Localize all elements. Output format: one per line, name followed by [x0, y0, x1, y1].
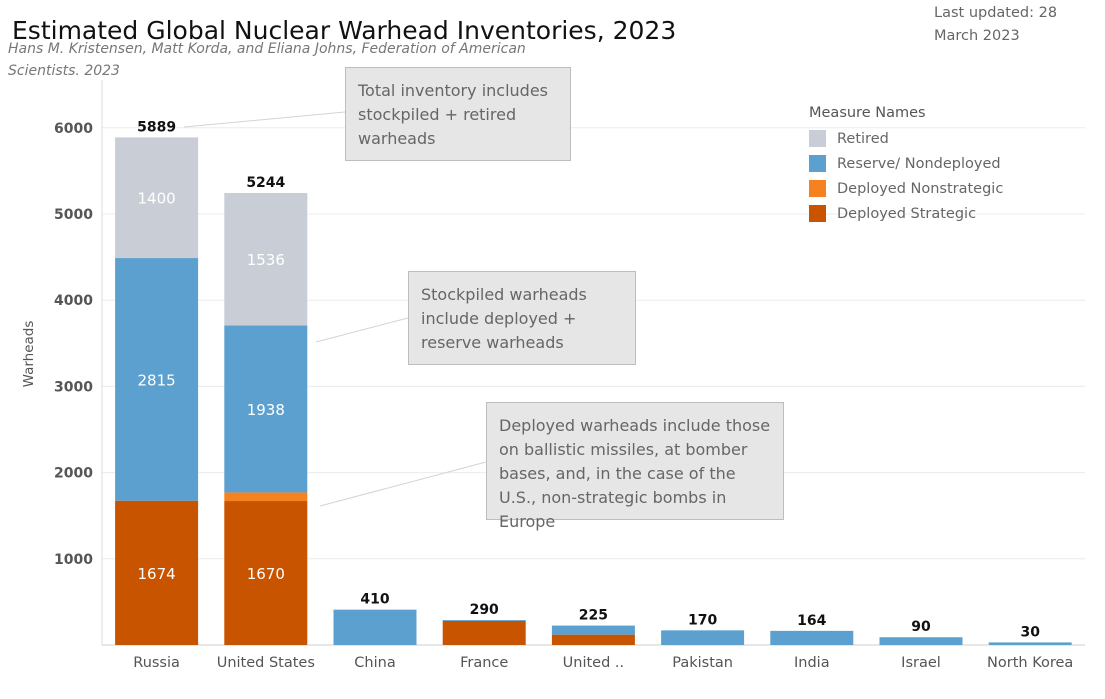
legend-label-retired: Retired — [837, 130, 889, 147]
x-tick-label: North Korea — [987, 655, 1073, 671]
y-tick-label: 1000 — [54, 552, 93, 568]
legend-item-retired[interactable]: Retired — [809, 126, 1003, 151]
bar-segment-deployed-nonstrategic — [224, 492, 308, 502]
legend-label-reserve: Reserve/ Nondeployed — [837, 155, 1001, 172]
legend-label-deployed-strategic: Deployed Strategic — [837, 205, 977, 222]
legend-item-deployed-strategic[interactable]: Deployed Strategic — [809, 201, 1003, 226]
y-axis-title: Warheads — [21, 321, 37, 388]
bar-segment-reserve-nondeployed — [115, 258, 199, 501]
legend-title: Measure Names — [809, 105, 926, 121]
bar-total-label: 410 — [360, 592, 389, 608]
segment-label: 1536 — [247, 251, 285, 269]
legend-label-deployed-nonstrategic: Deployed Nonstrategic — [837, 180, 1004, 197]
bar-segment-reserve-nondeployed — [770, 630, 854, 645]
legend: Measure Names Retired Reserve/ Nondeploy… — [809, 105, 1003, 226]
y-tick-label: 5000 — [54, 207, 93, 223]
bar-segment-retired — [115, 137, 199, 259]
x-tick-label: Israel — [901, 655, 941, 671]
chart-title: Estimated Global Nuclear Warhead Invento… — [12, 16, 677, 45]
bar-segment-reserve-nondeployed — [224, 325, 308, 493]
bar-segment-deployed-strategic — [224, 501, 308, 645]
legend-swatch-deployed-nonstrategic — [809, 180, 826, 197]
chart-subtitle: Hans M. Kristensen, Matt Korda, and Elia… — [8, 41, 526, 79]
legend-swatch-reserve — [809, 155, 826, 172]
bar-total-label: 90 — [911, 619, 931, 635]
annotation-deployed: Deployed warheads include those on balli… — [486, 402, 784, 531]
annotation-leader-line — [315, 317, 409, 343]
y-tick-label: 2000 — [54, 466, 93, 482]
x-tick-label: United States — [217, 655, 315, 671]
bar-segment-reserve-nondeployed — [661, 630, 745, 645]
annotation-leader-line — [319, 461, 487, 507]
x-tick-label: China — [354, 655, 395, 671]
legend-swatch-deployed-strategic — [809, 205, 826, 222]
annotation-stockpiled: Stockpiled warheads include deployed + r… — [408, 271, 636, 365]
x-tick-label: Russia — [133, 655, 180, 671]
x-tick-label: India — [794, 655, 830, 671]
bar-total-label: 290 — [470, 602, 499, 618]
segment-label: 1938 — [247, 401, 285, 419]
segment-label: 2815 — [138, 371, 176, 389]
bar-segment-reserve-nondeployed — [988, 642, 1072, 645]
bar-segment-reserve-nondeployed — [442, 620, 526, 621]
bar-total-label: 30 — [1020, 624, 1040, 640]
bar-total-label: 5889 — [137, 119, 176, 135]
bar-total-label: 5244 — [246, 175, 285, 191]
legend-item-deployed-nonstrategic[interactable]: Deployed Nonstrategic — [809, 176, 1003, 201]
annotation-total-inventory: Total inventory includes stockpiled + re… — [345, 67, 571, 161]
legend-item-reserve[interactable]: Reserve/ Nondeployed — [809, 151, 1003, 176]
bar-segment-deployed-strategic — [551, 634, 635, 645]
y-tick-label: 6000 — [54, 121, 93, 137]
bar-segment-reserve-nondeployed — [551, 625, 635, 635]
bar-segment-retired — [224, 192, 308, 326]
y-tick-label: 4000 — [54, 293, 93, 309]
annotation-leader-line — [183, 111, 346, 128]
bar-segment-deployed-strategic — [442, 620, 526, 645]
bar-total-label: 170 — [688, 612, 717, 628]
bar-segment-reserve-nondeployed — [879, 637, 963, 645]
last-updated-text: Last updated: 28 March 2023 — [934, 5, 1058, 44]
legend-swatch-retired — [809, 130, 826, 147]
bar-total-label: 164 — [797, 613, 826, 629]
bar-segment-reserve-nondeployed — [333, 609, 417, 645]
y-tick-label: 3000 — [54, 379, 93, 395]
x-tick-label: Pakistan — [672, 655, 733, 671]
x-tick-label: United .. — [563, 655, 624, 671]
segment-label: 1400 — [138, 190, 176, 208]
segment-label: 1674 — [138, 565, 176, 583]
bar-segment-deployed-strategic — [115, 500, 199, 645]
segment-label: 1670 — [247, 565, 285, 583]
x-tick-label: France — [460, 655, 508, 671]
bar-total-label: 225 — [579, 608, 608, 624]
